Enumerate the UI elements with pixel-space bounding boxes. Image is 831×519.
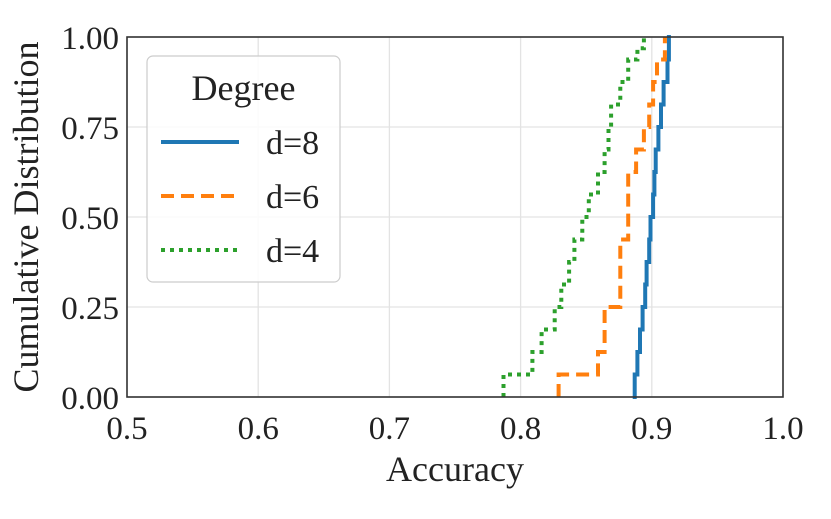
y-tick-label: 1.00 (61, 21, 119, 57)
x-tick-label: 0.9 (631, 411, 672, 447)
legend-label: d=8 (266, 125, 319, 162)
series-lines (501, 35, 671, 399)
tick-labels: 0.5 0.6 0.7 0.8 0.9 1.0 0.00 0.25 0.50 0.75 1.00 (61, 21, 803, 447)
y-tick-label: 0.25 (61, 291, 119, 327)
legend: Degree d=8 d=6 d=4 (146, 55, 341, 283)
x-tick-label: 0.6 (238, 411, 279, 447)
plot-frame (126, 36, 784, 398)
legend-label: d=4 (266, 233, 319, 270)
y-tick-label: 0.00 (61, 381, 119, 417)
x-tick-label: 1.0 (762, 411, 803, 447)
x-axis-title: Accuracy (386, 449, 524, 489)
y-tick-label: 0.75 (61, 111, 119, 147)
series-line-d-6 (556, 37, 667, 397)
x-tick-label: 0.7 (369, 411, 410, 447)
x-tick-label: 0.5 (106, 411, 147, 447)
legend-box (146, 55, 341, 283)
legend-label: d=6 (266, 179, 319, 216)
legend-title: Degree (192, 68, 296, 108)
series-line-d-4 (501, 37, 646, 397)
y-axis-title: Cumulative Distribution (6, 42, 46, 393)
series-line-d-8 (632, 35, 671, 399)
y-tick-label: 0.50 (61, 201, 119, 237)
x-tick-label: 0.8 (500, 411, 541, 447)
